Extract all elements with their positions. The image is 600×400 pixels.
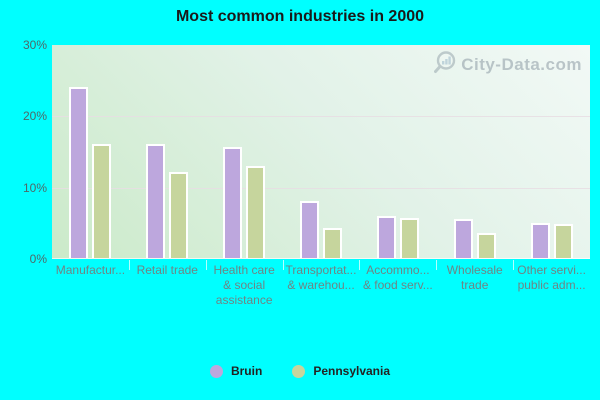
x-tick-3 xyxy=(282,260,284,270)
bar-bruin-2 xyxy=(146,143,166,258)
legend-item-bruin: Bruin xyxy=(209,364,263,378)
bar-group-4 xyxy=(283,45,360,258)
x-tick-1 xyxy=(128,260,130,270)
bar-group-2 xyxy=(129,45,206,258)
x-label-line: & social xyxy=(223,278,266,292)
x-label-4: Transportat... & warehou... xyxy=(283,263,360,308)
bar-pennsylvania-5 xyxy=(399,218,419,258)
x-label-3: Health care & social assistance xyxy=(206,263,283,308)
x-tick-2 xyxy=(205,260,207,270)
legend-item-pennsylvania: Pennsylvania xyxy=(292,364,390,378)
bar-bruin-3 xyxy=(223,147,243,258)
bar-group-1 xyxy=(52,45,129,258)
bar-group-6 xyxy=(436,45,513,258)
x-label-1: Manufactur... xyxy=(52,263,129,308)
legend-label-bruin: Bruin xyxy=(230,364,263,378)
x-label-5: Accommo... & food serv... xyxy=(359,263,436,308)
bar-pennsylvania-6 xyxy=(476,233,496,258)
bar-group-3 xyxy=(206,45,283,258)
plot-area: City-Data.com xyxy=(52,45,590,259)
legend-label-pennsylvania: Pennsylvania xyxy=(313,364,391,378)
x-label-line: Other servi... xyxy=(517,263,586,277)
x-tick-4 xyxy=(359,260,361,270)
x-label-line: Health care xyxy=(213,263,275,277)
x-axis-ticks xyxy=(52,259,590,271)
bar-bruin-6 xyxy=(453,218,473,258)
x-label-line: & food serv... xyxy=(362,278,433,292)
x-label-line: Wholesale xyxy=(446,263,503,277)
y-tick-label-10%: 10% xyxy=(22,180,47,195)
x-label-line: Transportat... xyxy=(285,263,357,277)
x-label-line: trade xyxy=(461,278,489,292)
legend-swatch-pennsylvania xyxy=(292,364,306,378)
x-label-line: Manufactur... xyxy=(55,263,126,277)
x-tick-6 xyxy=(513,260,515,270)
chart-title: Most common industries in 2000 xyxy=(175,8,425,25)
x-axis: Manufactur... Retail trade Health care & so… xyxy=(52,263,590,308)
x-label-2: Retail trade xyxy=(129,263,206,308)
bar-pennsylvania-3 xyxy=(246,165,266,258)
y-tick-label-0%: 0% xyxy=(29,252,47,266)
bar-group-7 xyxy=(513,45,590,258)
x-label-line: Accommo... xyxy=(366,263,430,277)
bar-pennsylvania-4 xyxy=(323,228,342,258)
gridline-10 xyxy=(52,187,590,189)
bar-pennsylvania-1 xyxy=(92,143,112,258)
x-label-line: assistance xyxy=(215,293,273,307)
bar-bruin-5 xyxy=(376,215,396,258)
bar-pennsylvania-2 xyxy=(169,172,189,258)
bar-bruin-7 xyxy=(530,223,550,258)
bar-groups xyxy=(52,45,590,258)
bar-bruin-4 xyxy=(300,200,319,258)
y-tick-label-30%: 30% xyxy=(22,38,47,52)
x-label-line: public adm... xyxy=(517,278,586,292)
x-label-line: & warehou... xyxy=(287,278,355,292)
gridline-20 xyxy=(52,116,590,118)
x-label-6: Wholesale trade xyxy=(436,263,513,308)
y-tick-label-20%: 20% xyxy=(22,109,47,124)
x-label-7: Other servi... public adm... xyxy=(513,263,590,308)
bar-bruin-1 xyxy=(69,86,89,258)
x-tick-5 xyxy=(436,260,438,270)
legend: Bruin Pennsylvania xyxy=(0,364,600,378)
bar-pennsylvania-7 xyxy=(553,224,573,258)
x-label-line: Retail trade xyxy=(136,263,198,277)
legend-swatch-bruin xyxy=(209,364,223,378)
bar-group-5 xyxy=(359,45,436,258)
